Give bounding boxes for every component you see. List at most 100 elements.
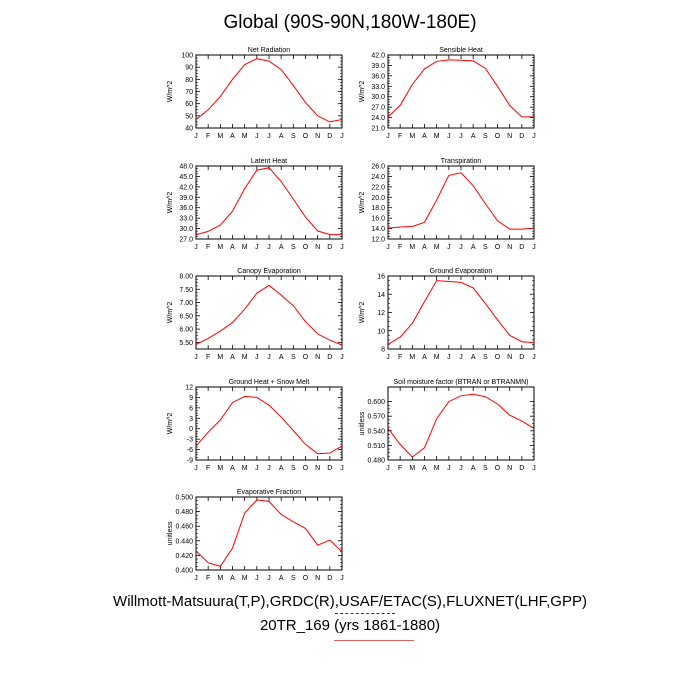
y-tick-label: 42.0 (371, 53, 385, 60)
plot-frame (387, 54, 535, 129)
series-line (387, 172, 535, 230)
x-tick-label: J (267, 133, 271, 140)
x-tick-label: N (507, 465, 512, 472)
x-tick-label: J (447, 244, 451, 251)
x-tick-label: J (386, 244, 390, 251)
x-tick-label: S (291, 575, 296, 582)
y-tick-label: 0.460 (175, 524, 193, 531)
y-tick-label: 7.50 (179, 287, 193, 294)
x-tick-label: J (194, 465, 198, 472)
y-tick-label: 36.0 (179, 205, 193, 212)
caption-decoration (335, 613, 395, 614)
x-tick-label: A (279, 465, 284, 472)
y-tick-label: 42.0 (179, 184, 193, 191)
y-tick-label: 20.0 (371, 195, 385, 202)
x-tick-label: M (242, 575, 248, 582)
y-tick-label: 7.00 (179, 300, 193, 307)
y-tick-label: 6.50 (179, 313, 193, 320)
y-tick-label: 22.0 (371, 184, 385, 191)
x-tick-label: N (315, 575, 320, 582)
x-tick-label: J (447, 465, 451, 472)
x-tick-label: M (242, 465, 248, 472)
x-tick-label: M (217, 133, 223, 140)
x-tick-label: M (217, 465, 223, 472)
x-tick-label: J (340, 465, 344, 472)
x-tick-label: A (279, 575, 284, 582)
x-tick-label: J (532, 133, 536, 140)
y-tick-label: 18.0 (371, 205, 385, 212)
y-tick-label: 0.420 (175, 553, 193, 560)
x-tick-label: J (386, 133, 390, 140)
x-tick-label: D (519, 244, 524, 251)
y-tick-label: 90 (185, 65, 193, 72)
y-tick-label: 70 (185, 89, 193, 96)
x-tick-label: J (194, 575, 198, 582)
x-tick-label: A (471, 465, 476, 472)
figure-title: Global (90S-90N,180W-180E) (223, 12, 477, 33)
x-tick-label: J (255, 354, 259, 361)
x-tick-label: O (495, 354, 501, 361)
y-tick-label: 40 (185, 126, 193, 133)
x-tick-label: S (483, 354, 488, 361)
x-tick-label: F (206, 465, 210, 472)
x-tick-label: A (422, 465, 427, 472)
x-tick-label: J (267, 354, 271, 361)
x-tick-label: J (459, 465, 463, 472)
y-tick-label: 48.0 (179, 164, 193, 171)
x-tick-label: A (422, 244, 427, 251)
x-tick-label: M (409, 133, 415, 140)
panel-title: Ground Heat + Snow Melt (229, 379, 310, 386)
x-tick-label: J (459, 354, 463, 361)
caption-case: 20TR_169 (yrs 1861-1880) (259, 617, 441, 634)
y-tick-label: 12 (185, 385, 193, 392)
x-tick-label: M (217, 354, 223, 361)
y-tick-label: 6.00 (179, 327, 193, 334)
x-tick-label: S (483, 244, 488, 251)
y-tick-label: 30.0 (371, 94, 385, 101)
x-tick-label: J (447, 354, 451, 361)
x-tick-label: J (386, 465, 390, 472)
x-tick-label: A (230, 133, 235, 140)
x-tick-label: A (230, 354, 235, 361)
x-tick-label: J (194, 354, 198, 361)
x-tick-label: M (217, 575, 223, 582)
x-tick-label: M (242, 244, 248, 251)
x-tick-label: J (447, 133, 451, 140)
x-tick-label: M (434, 133, 440, 140)
x-tick-label: A (471, 244, 476, 251)
x-tick-label: F (398, 354, 402, 361)
x-tick-label: A (230, 244, 235, 251)
y-tick-label: 45.0 (179, 174, 193, 181)
x-tick-label: A (279, 133, 284, 140)
x-tick-label: J (255, 575, 259, 582)
x-tick-label: D (327, 575, 332, 582)
y-tick-label: 14.0 (371, 226, 385, 233)
x-tick-label: A (422, 133, 427, 140)
caption-datasets: Willmott-Matsuura(T,P),GRDC(R),USAF/ETAC… (113, 593, 587, 610)
x-tick-label: F (206, 354, 210, 361)
y-tick-label: 16.0 (371, 216, 385, 223)
x-tick-label: F (398, 244, 402, 251)
y-tick-label: 16 (377, 274, 385, 281)
x-tick-label: J (532, 354, 536, 361)
panel-title: Latent Heat (251, 158, 287, 165)
y-tick-label: 27.0 (179, 237, 193, 244)
x-tick-label: J (194, 133, 198, 140)
y-axis-label: W/m^2 (359, 192, 366, 214)
y-tick-label: 5.50 (179, 340, 193, 347)
panel-title: Canopy Evaporation (237, 268, 301, 275)
plot-frame (387, 275, 535, 350)
x-tick-label: M (434, 244, 440, 251)
x-tick-label: J (532, 244, 536, 251)
x-tick-label: J (340, 575, 344, 582)
x-tick-label: S (483, 133, 488, 140)
x-tick-label: O (495, 133, 501, 140)
y-tick-label: 27.0 (371, 105, 385, 112)
x-tick-label: A (230, 575, 235, 582)
x-tick-label: J (267, 465, 271, 472)
